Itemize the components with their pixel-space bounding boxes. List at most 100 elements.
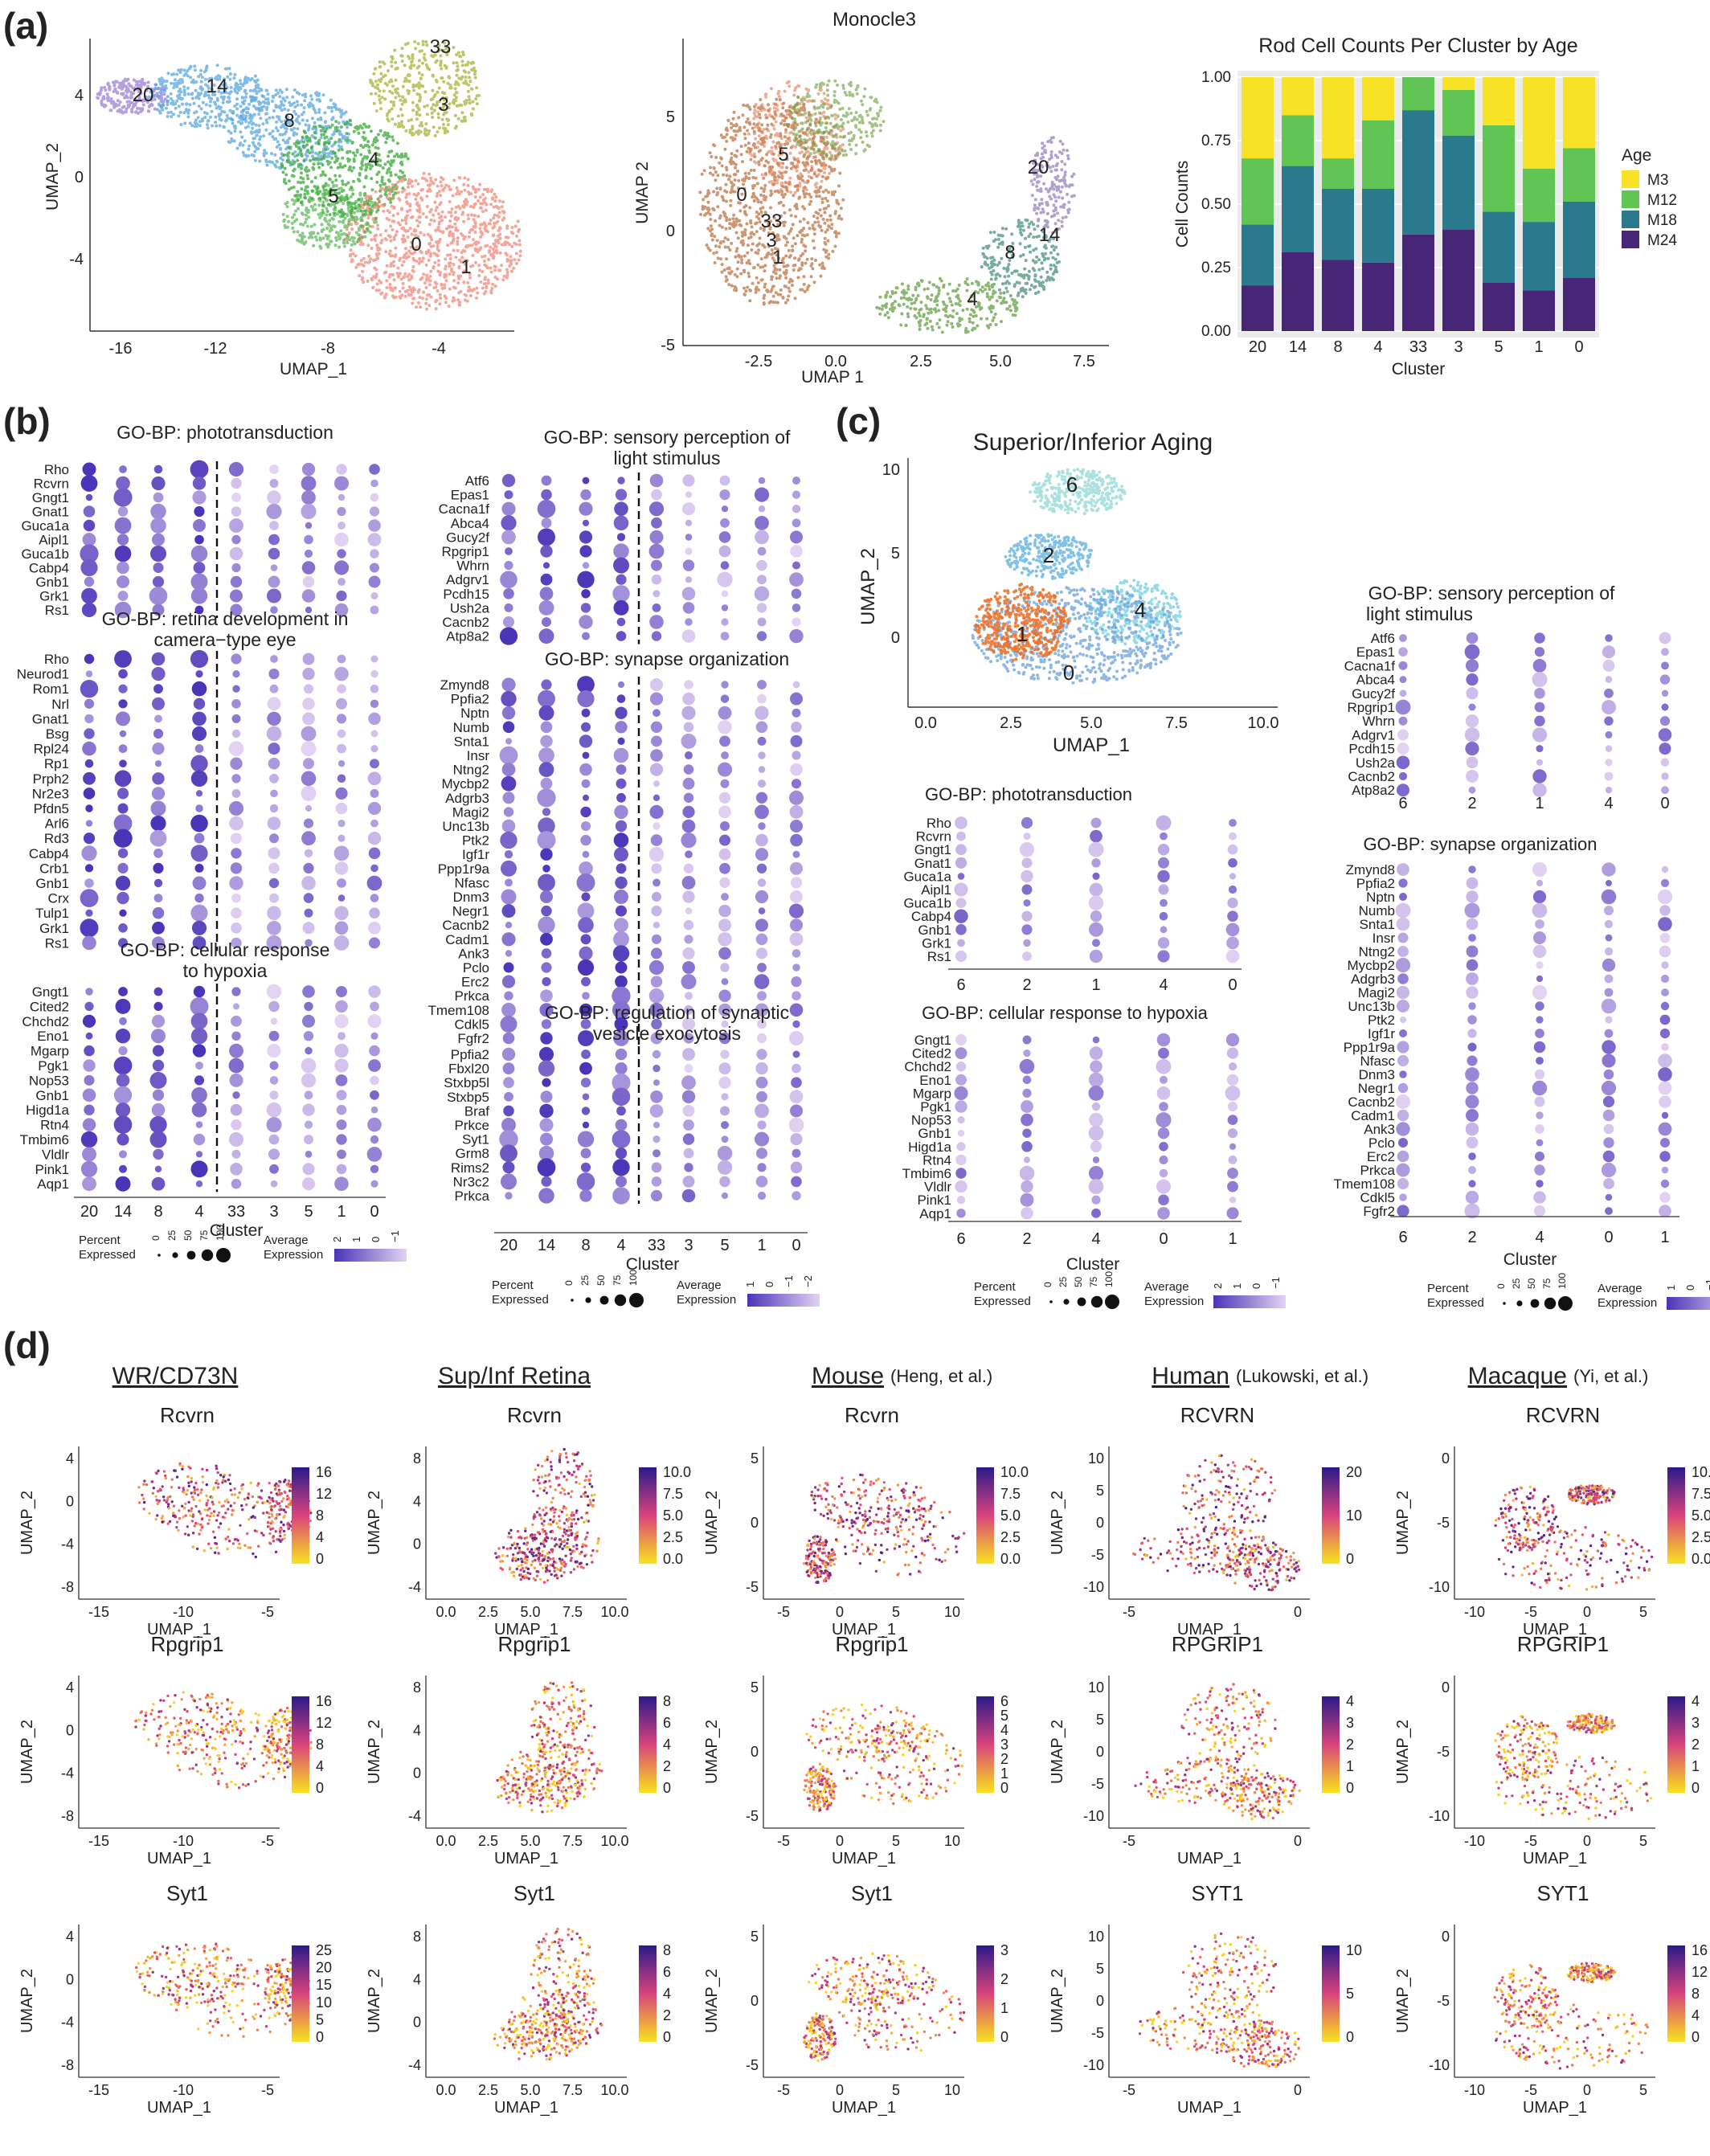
data-point xyxy=(280,165,284,169)
data-point xyxy=(801,205,805,209)
data-point xyxy=(878,108,882,113)
data-point xyxy=(257,124,261,128)
data-point xyxy=(820,131,824,135)
data-point xyxy=(338,137,342,141)
data-point xyxy=(378,199,381,203)
data-point xyxy=(725,133,729,137)
data-point xyxy=(780,119,784,123)
data-point xyxy=(899,297,903,300)
data-point xyxy=(305,174,309,178)
data-point xyxy=(178,93,182,97)
data-point xyxy=(420,198,424,202)
data-point xyxy=(415,202,419,206)
point-cloud xyxy=(369,39,481,137)
data-point xyxy=(869,96,873,100)
data-point xyxy=(292,203,296,206)
data-point xyxy=(287,187,291,191)
data-point xyxy=(426,293,429,297)
data-point xyxy=(322,142,326,146)
data-point xyxy=(708,171,712,175)
data-point xyxy=(463,293,467,297)
data-point xyxy=(224,118,228,122)
data-point xyxy=(441,126,445,130)
data-point xyxy=(255,147,259,151)
data-point xyxy=(711,207,715,211)
data-point xyxy=(251,126,255,130)
data-point xyxy=(339,125,343,129)
data-point xyxy=(416,290,420,294)
data-point xyxy=(318,125,322,129)
data-point xyxy=(813,190,817,194)
data-point xyxy=(429,98,433,101)
data-point xyxy=(341,156,345,160)
data-point xyxy=(316,117,320,121)
data-point xyxy=(390,64,394,68)
data-point xyxy=(316,231,320,235)
data-point xyxy=(1021,295,1025,299)
data-point xyxy=(400,59,404,63)
data-point xyxy=(787,294,791,298)
data-point xyxy=(937,325,941,329)
data-point xyxy=(162,80,166,84)
data-point xyxy=(1035,255,1039,259)
data-point xyxy=(496,219,500,223)
data-point xyxy=(219,91,223,95)
data-point xyxy=(834,157,838,161)
data-point xyxy=(324,234,328,238)
data-point xyxy=(349,123,353,127)
data-point xyxy=(429,218,433,222)
data-point xyxy=(811,223,815,227)
data-point xyxy=(749,221,753,225)
data-point xyxy=(292,213,297,217)
data-point xyxy=(422,290,426,294)
data-point xyxy=(391,214,395,218)
data-point xyxy=(992,239,996,243)
data-point xyxy=(453,83,457,86)
data-point xyxy=(748,122,752,126)
data-point xyxy=(1004,227,1008,231)
data-point xyxy=(823,166,827,170)
data-point xyxy=(747,171,751,175)
data-point xyxy=(400,176,404,180)
data-point xyxy=(357,203,361,207)
data-point xyxy=(457,192,461,196)
data-point xyxy=(279,133,283,137)
data-point xyxy=(506,259,510,263)
data-point xyxy=(756,252,760,256)
data-point xyxy=(321,195,325,199)
data-point xyxy=(1042,288,1046,291)
data-point xyxy=(408,65,412,69)
data-point xyxy=(428,252,432,256)
data-point xyxy=(186,86,190,90)
data-point xyxy=(757,288,760,292)
data-point xyxy=(906,315,910,319)
data-point xyxy=(428,283,432,287)
data-point xyxy=(301,145,305,149)
data-point xyxy=(910,301,914,305)
data-point xyxy=(231,109,235,113)
data-point xyxy=(296,103,300,107)
data-point xyxy=(313,185,317,188)
data-point xyxy=(318,244,322,248)
data-point xyxy=(305,143,309,147)
data-point xyxy=(378,98,382,101)
data-point xyxy=(823,97,827,101)
data-point xyxy=(763,113,767,117)
data-point xyxy=(205,112,209,116)
data-point xyxy=(297,146,301,150)
data-point xyxy=(812,151,816,155)
data-point xyxy=(174,78,177,82)
data-point xyxy=(400,120,403,124)
data-point xyxy=(418,296,422,300)
data-point xyxy=(838,135,842,139)
data-point xyxy=(196,116,200,120)
data-point xyxy=(333,103,338,107)
data-point xyxy=(350,218,353,222)
data-point xyxy=(362,203,366,207)
x-tick-label: -16 xyxy=(109,340,133,358)
data-point xyxy=(502,216,506,220)
data-point xyxy=(252,137,256,141)
data-point xyxy=(914,297,918,301)
data-point xyxy=(277,143,281,147)
data-point xyxy=(379,72,383,76)
